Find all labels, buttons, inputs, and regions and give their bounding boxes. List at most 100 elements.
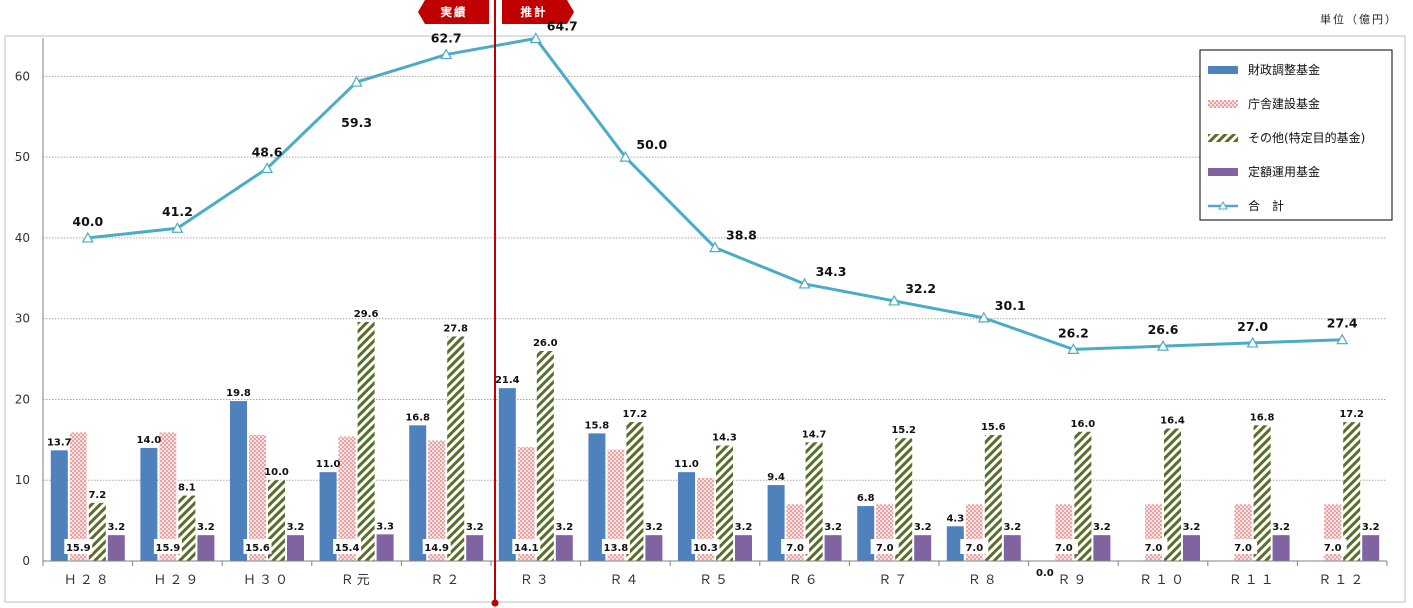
total-value-label: 40.0 — [72, 214, 103, 229]
x-tick-label: Ｈ２９ — [153, 573, 201, 588]
bar-value-label: 6.8 — [857, 493, 875, 504]
bar-value-label: 8.1 — [178, 483, 196, 494]
total-value-label: 48.6 — [252, 144, 283, 159]
total-point — [1336, 333, 1349, 345]
bar-other-specific — [536, 351, 554, 561]
bar-fixed-operation — [555, 535, 573, 561]
bar-value-label: 16.0 — [1071, 419, 1096, 430]
bar-fixed-operation — [287, 535, 304, 561]
bar-value-label-box — [960, 539, 989, 554]
bar-value-label: 27.8 — [443, 323, 468, 334]
bar-fiscal-adjustment — [50, 450, 68, 561]
y-tick-label: 20 — [15, 392, 30, 406]
x-tick-label: Ｒ９ — [1057, 573, 1089, 588]
bar-building — [607, 449, 625, 561]
x-tick-label: Ｒ５ — [699, 573, 731, 588]
bar-value-label: 14.3 — [712, 433, 737, 444]
x-tick-label: Ｒ２ — [430, 573, 462, 588]
bar-value-label: 7.0 — [1324, 543, 1342, 554]
legend-item-fiscal: 財政調整基金 — [1208, 62, 1320, 77]
bar-value-label: 17.2 — [623, 409, 648, 420]
total-point — [81, 231, 94, 243]
legend-item-total: 合 計 — [1208, 198, 1284, 213]
total-value-label: 32.2 — [905, 281, 936, 296]
bar-value-label: 14.7 — [802, 429, 827, 440]
bar-value-label-box — [153, 539, 182, 554]
bar-value-label: 3.2 — [107, 522, 125, 533]
y-axis: 0 10 20 30 40 50 60 — [15, 38, 44, 568]
bar-other-specific — [984, 435, 1002, 561]
total-point — [977, 311, 990, 323]
bar-value-label: 3.2 — [1272, 522, 1290, 533]
bar-fixed-operation — [466, 535, 484, 561]
bar-building — [517, 447, 535, 561]
bar-value-label: 19.8 — [226, 388, 251, 399]
bar-value-labels: 13.7 14.0 19.8 11.0 16.8 21.4 15.8 11.0 9.4 6.8 4.… — [47, 309, 1380, 579]
x-axis: Ｈ２８ Ｈ２９ Ｈ３０ Ｒ元 Ｒ２ Ｒ３ Ｒ４ Ｒ５ Ｒ６ Ｒ７ Ｒ８ Ｒ９ Ｒ１０ Ｒ１１ Ｒ１２ — [42, 560, 1388, 588]
bar-value-label: 10.0 — [264, 467, 289, 478]
total-value-label: 34.3 — [816, 264, 847, 279]
legend-swatch — [1208, 134, 1238, 142]
bar-value-label: 7.0 — [1234, 543, 1252, 554]
phase-banner-actual: 実績 — [418, 0, 489, 24]
legend-swatch-marker — [1218, 200, 1228, 210]
bar-value-label: 3.2 — [1093, 522, 1111, 533]
x-tick-label: Ｒ７ — [878, 573, 910, 588]
bar-value-label-box — [64, 539, 93, 554]
bar-value-label: 7.0 — [965, 543, 983, 554]
bar-value-label: 7.0 — [1145, 543, 1163, 554]
unit-label: 単位（億円） — [1320, 12, 1398, 26]
total-value-label: 26.2 — [1058, 325, 1089, 340]
total-value-label: 62.7 — [431, 31, 462, 46]
bar-value-label: 13.8 — [604, 543, 629, 554]
bar-other-specific — [178, 495, 196, 561]
total-value-label: 26.6 — [1148, 322, 1179, 337]
legend-swatch — [1208, 168, 1238, 176]
bar-value-label: 3.3 — [376, 521, 394, 532]
legend-item-fixed: 定額運用基金 — [1208, 164, 1320, 179]
bar-value-label: 13.7 — [47, 437, 72, 448]
bar-value-label-box — [691, 539, 720, 554]
total-value-label: 27.4 — [1327, 316, 1358, 331]
bar-value-label: 3.2 — [735, 522, 753, 533]
bar-fixed-operation — [735, 535, 752, 561]
bar-fixed-operation — [1183, 535, 1200, 561]
total-point — [529, 32, 542, 44]
bar-value-label: 14.9 — [424, 543, 449, 554]
legend-swatch — [1208, 66, 1238, 74]
bar-value-label: 3.2 — [466, 522, 484, 533]
total-value-label: 30.1 — [995, 298, 1026, 313]
bar-fixed-operation — [1272, 535, 1290, 561]
total-point — [440, 48, 453, 60]
bar-value-label-box — [1049, 539, 1078, 554]
bar-value-label: 11.0 — [316, 459, 341, 470]
bar-other-specific — [1074, 431, 1092, 561]
gridlines — [43, 75, 1387, 481]
bar-value-label-box — [243, 539, 272, 554]
y-tick-label: 60 — [15, 69, 30, 83]
total-point — [350, 75, 363, 87]
x-tick-label: Ｈ２８ — [64, 573, 112, 588]
bar-other-specific — [1253, 425, 1271, 561]
total-point — [171, 221, 184, 233]
bar-value-label: 7.0 — [786, 543, 804, 554]
total-point — [260, 162, 274, 174]
bar-fiscal-adjustment — [140, 447, 158, 561]
total-point — [798, 277, 811, 289]
total-point — [1246, 336, 1259, 348]
bar-fiscal-adjustment — [946, 526, 964, 561]
bar-other-specific — [626, 422, 644, 561]
bar-value-label: 3.2 — [1362, 522, 1380, 533]
bar-value-label: 21.4 — [495, 375, 520, 386]
x-tick-label: Ｒ３ — [520, 573, 552, 588]
bar-value-label: 26.0 — [533, 338, 558, 349]
legend-label: 合 計 — [1248, 198, 1284, 213]
bar-value-label: 3.2 — [555, 522, 573, 533]
x-tick-label: Ｒ８ — [968, 573, 1000, 588]
total-value-label: 38.8 — [726, 228, 757, 243]
phase-divider-marker — [491, 599, 499, 607]
bar-fixed-operation — [914, 535, 932, 561]
bar-fiscal-adjustment — [409, 425, 427, 561]
y-tick-label: 10 — [15, 473, 30, 487]
bar-value-label: 3.2 — [1183, 522, 1201, 533]
